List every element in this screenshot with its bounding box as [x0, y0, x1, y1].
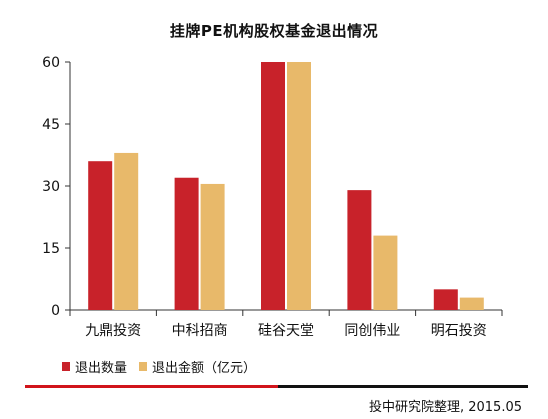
- bar-amount: [373, 235, 398, 310]
- legend-label-amount: 退出金额（亿元）: [152, 361, 257, 376]
- bottom-rule-black: [278, 385, 528, 388]
- x-tick-label: 硅谷天堂: [258, 323, 314, 339]
- bar-quantity: [174, 177, 199, 310]
- y-tick-label: 15: [42, 241, 60, 257]
- chart-legend: 退出数量 退出金额（亿元）: [62, 357, 268, 376]
- x-tick-label: 九鼎投资: [85, 323, 141, 339]
- bar-amount: [200, 183, 225, 310]
- legend-item-quantity: 退出数量: [62, 357, 127, 376]
- bar-amount: [459, 297, 484, 310]
- chart-axes: [65, 61, 503, 316]
- legend-swatch-quantity: [62, 362, 70, 371]
- bottom-rule-red: [25, 385, 278, 388]
- legend-label-quantity: 退出数量: [75, 361, 128, 376]
- chart-bars: [88, 62, 484, 310]
- bar-quantity: [433, 289, 458, 310]
- chart-title: 挂牌PE机构股权基金退出情况: [169, 22, 379, 40]
- y-tick-label: 0: [51, 303, 60, 319]
- y-tick-label: 45: [42, 117, 60, 133]
- bar-quantity: [261, 62, 285, 310]
- chart-labels: 0 15 30 45 60 九鼎投资 中科招商 硅谷天堂 同创伟业 明石投资: [42, 55, 487, 339]
- bar-quantity: [347, 190, 372, 310]
- y-tick-label: 60: [42, 55, 60, 71]
- bar-amount: [114, 152, 139, 310]
- bar-amount: [287, 62, 311, 310]
- x-tick-label: 中科招商: [172, 323, 228, 339]
- y-tick-label: 30: [42, 179, 60, 195]
- x-tick-label: 明石投资: [431, 323, 487, 339]
- source-note: 投中研究院整理, 2015.05: [368, 400, 522, 415]
- bar-quantity: [88, 161, 113, 310]
- x-tick-label: 同创伟业: [344, 323, 400, 339]
- legend-item-amount: 退出金额（亿元）: [139, 357, 256, 376]
- legend-swatch-amount: [139, 362, 148, 371]
